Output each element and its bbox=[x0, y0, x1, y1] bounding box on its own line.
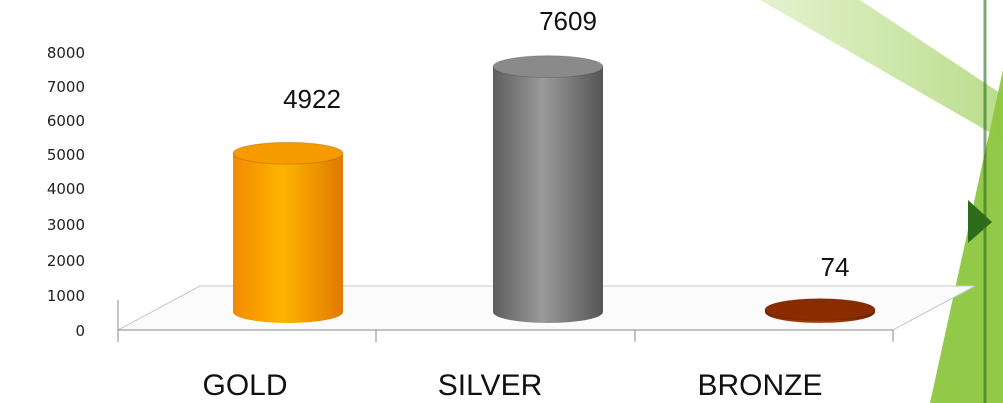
data-label: 7609 bbox=[539, 6, 597, 36]
y-tick-labels: 0 1000 2000 3000 4000 5000 6000 7000 8000 bbox=[47, 44, 85, 340]
theme-dark-green-triangle bbox=[968, 200, 992, 243]
bar-silver bbox=[492, 55, 604, 324]
y-tick-label: 1000 bbox=[47, 287, 85, 305]
category-label: GOLD bbox=[202, 369, 287, 402]
y-tick-label: 6000 bbox=[47, 112, 85, 130]
theme-light-green-band bbox=[690, 0, 1003, 140]
bar-bronze bbox=[764, 298, 876, 323]
bar-body bbox=[233, 153, 343, 323]
y-tick-label: 4000 bbox=[47, 180, 85, 198]
data-label: 4922 bbox=[283, 84, 341, 114]
bars bbox=[232, 55, 876, 324]
category-labels: GOLD SILVER BRONZE bbox=[202, 369, 822, 402]
y-tick-label: 5000 bbox=[47, 146, 85, 164]
y-tick-label: 7000 bbox=[47, 78, 85, 96]
y-tick-label: 2000 bbox=[47, 252, 85, 270]
y-tick-label: 3000 bbox=[47, 216, 85, 234]
bar-top bbox=[232, 141, 344, 165]
bar-body bbox=[493, 66, 603, 324]
bar-top bbox=[764, 298, 876, 322]
data-labels: 4922 7609 74 bbox=[283, 6, 849, 282]
y-tick-label: 8000 bbox=[47, 44, 85, 62]
bar-gold bbox=[232, 141, 344, 323]
data-label: 74 bbox=[821, 252, 850, 282]
bar-top bbox=[492, 55, 604, 79]
category-label: BRONZE bbox=[697, 369, 822, 402]
theme-green-panel bbox=[700, 0, 1003, 403]
y-tick-label: 0 bbox=[75, 322, 85, 340]
category-label: SILVER bbox=[438, 369, 543, 402]
y-axis bbox=[117, 300, 894, 342]
